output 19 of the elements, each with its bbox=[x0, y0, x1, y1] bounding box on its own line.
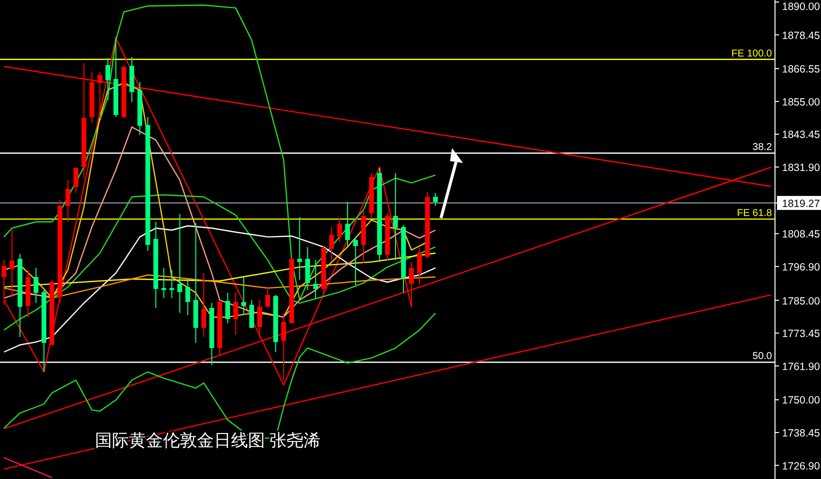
y-tick-label: 1855.00 bbox=[782, 96, 820, 108]
y-tick-label: 1843.45 bbox=[782, 129, 820, 142]
y-tick-label: 1831.90 bbox=[782, 162, 820, 174]
y-tick-label: 1785.00 bbox=[782, 295, 820, 308]
annotation: FE 61.8 bbox=[736, 208, 772, 220]
annotation: 38.2 bbox=[752, 142, 772, 154]
y-tick-label: 1726.90 bbox=[782, 460, 820, 472]
y-tick-label: 1808.45 bbox=[782, 228, 820, 241]
y-tick-label: 1866.55 bbox=[782, 64, 820, 76]
y-tick-label: 1890.00 bbox=[782, 1, 820, 13]
y-tick-label: 1750.00 bbox=[782, 394, 820, 407]
annotation: 50.0 bbox=[752, 351, 772, 362]
y-tick-label: 1796.90 bbox=[782, 261, 820, 274]
y-tick-label: 1761.90 bbox=[782, 360, 820, 373]
annotation: FE 100.0 bbox=[731, 48, 772, 60]
y-tick-label: 1819.27 bbox=[782, 198, 820, 210]
y-tick-label: 1773.45 bbox=[782, 328, 820, 340]
y-tick-label: 1738.45 bbox=[782, 428, 820, 440]
y-tick-label: 1878.45 bbox=[782, 30, 820, 42]
